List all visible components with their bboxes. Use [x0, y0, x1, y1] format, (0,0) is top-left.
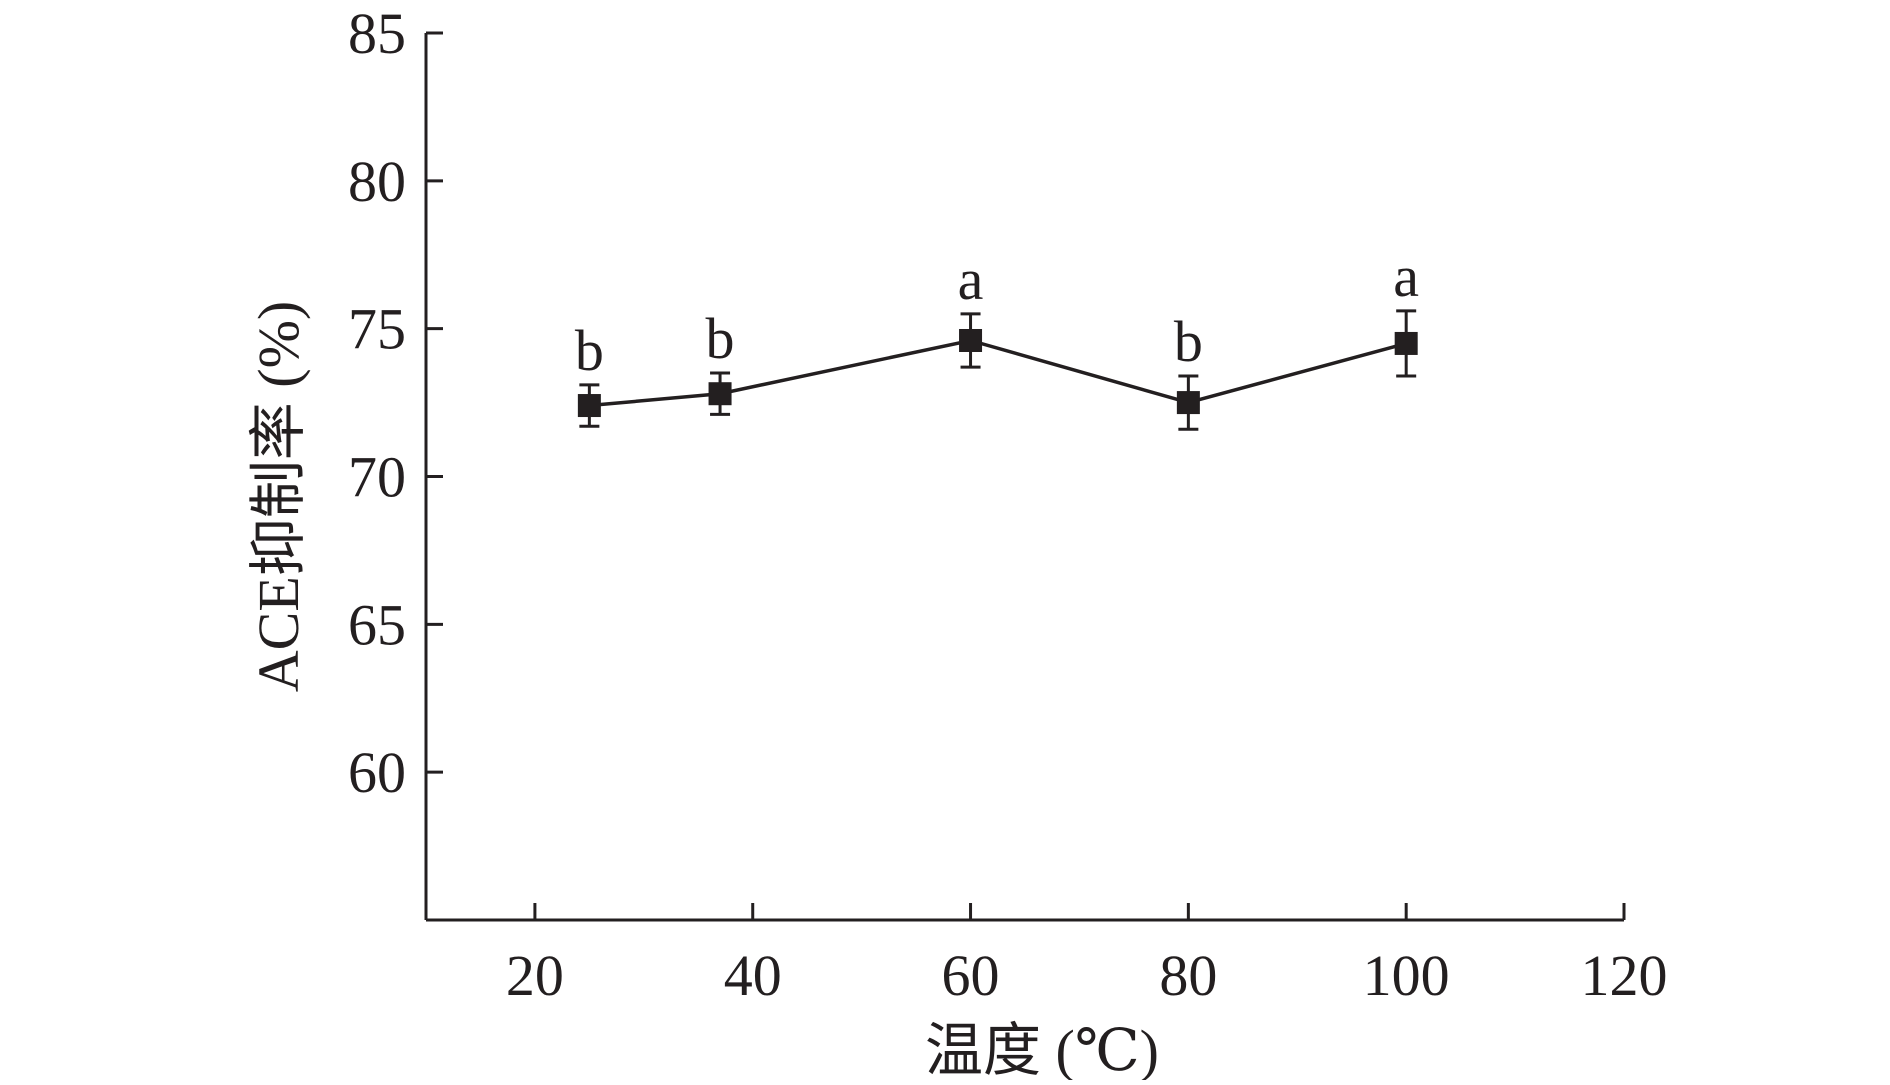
significance-label: b [1174, 309, 1203, 374]
y-axis-title: ACE抑制率 (%) [246, 301, 311, 692]
significance-label: b [575, 318, 604, 383]
x-tick-label: 20 [506, 943, 564, 1008]
x-tick-label: 40 [724, 943, 782, 1008]
x-tick-label: 60 [942, 943, 1000, 1008]
y-tick-label: 80 [348, 149, 406, 214]
significance-label: a [1393, 244, 1419, 309]
y-tick-label: 85 [348, 1, 406, 66]
y-tick-label: 75 [348, 297, 406, 362]
x-tick-label: 100 [1363, 943, 1450, 1008]
x-axis-title: 温度 (℃) [925, 1018, 1159, 1080]
series: b b a b a [575, 244, 1419, 431]
y-tick-label: 70 [348, 445, 406, 510]
data-point [1176, 391, 1200, 415]
y-tick-label: 65 [348, 592, 406, 657]
significance-label: b [706, 306, 735, 371]
data-point [959, 328, 983, 352]
data-point [577, 394, 601, 418]
data-point [708, 382, 732, 406]
x-tick-label: 120 [1581, 943, 1668, 1008]
significance-label: a [958, 247, 984, 312]
data-point [1394, 331, 1418, 355]
x-tick-label: 80 [1159, 943, 1217, 1008]
ticks: 60 65 70 75 80 85 20 40 60 80 100 120 [348, 1, 1668, 1008]
axes [424, 33, 1624, 922]
y-tick-label: 60 [348, 740, 406, 805]
